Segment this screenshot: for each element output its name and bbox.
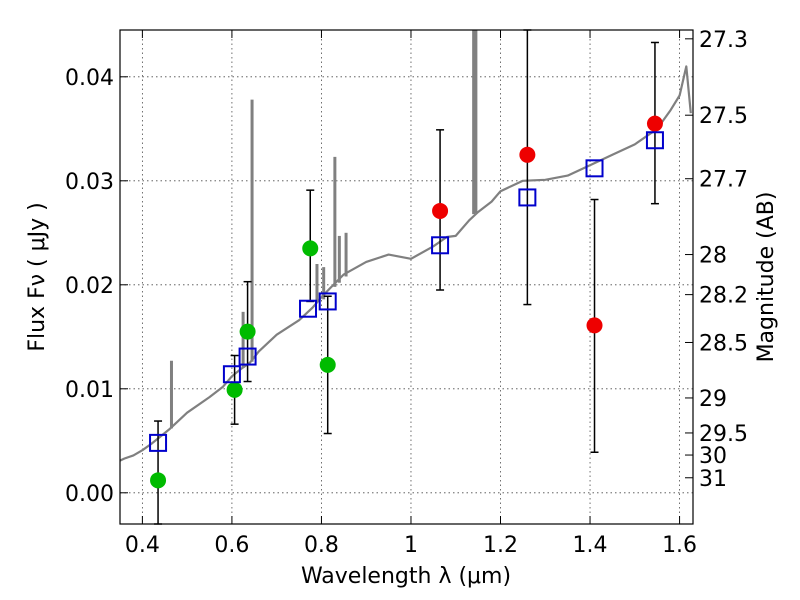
red-point	[586, 317, 603, 334]
y-tick-label: 0.00	[65, 482, 114, 507]
x-axis-ticks: 0.4 0.6 0.8 1 1.2 1.4 1.6	[125, 30, 697, 558]
green-point	[226, 381, 243, 398]
x-tick-label: 1.6	[662, 533, 697, 558]
y-tick-label: 0.02	[65, 274, 114, 299]
model-square-point	[238, 347, 257, 366]
magnitude-tick-label: 30	[699, 444, 727, 469]
green-point	[319, 356, 336, 373]
y-tick-label: 0.01	[65, 378, 114, 403]
magnitude-tick-label: 31	[699, 467, 727, 492]
red-point	[519, 146, 536, 163]
model-square-point	[585, 159, 604, 178]
green-point	[302, 240, 319, 257]
green-point	[150, 472, 167, 489]
model-square-point	[518, 188, 537, 207]
y-axis-title: Flux Fν ( μJy )	[25, 202, 50, 351]
magnitude-tick-label: 28.5	[699, 331, 748, 356]
magnitude-tick-label: 28	[699, 244, 727, 269]
red-point	[646, 115, 663, 132]
model-square-point	[299, 299, 318, 318]
magnitude-tick-label: 28.2	[699, 284, 748, 309]
x-tick-label: 0.4	[125, 533, 160, 558]
magnitude-tick-label: 29.5	[699, 422, 748, 447]
model-square-point	[222, 365, 241, 384]
x-axis-title: Wavelength λ (μm)	[301, 564, 511, 589]
green-point	[239, 323, 256, 340]
y-tick-label: 0.04	[65, 66, 114, 91]
error-bars	[154, 29, 659, 525]
x-tick-label: 1.2	[483, 533, 518, 558]
magnitude-tick-label: 29	[699, 387, 727, 412]
x-tick-label: 0.8	[304, 533, 339, 558]
magnitude-tick-label: 27.5	[699, 104, 748, 129]
magnitude-tick-label: 27.3	[699, 28, 748, 53]
plot-frame	[119, 29, 694, 525]
x-tick-label: 1	[404, 533, 418, 558]
x-tick-label: 1.4	[573, 533, 608, 558]
magnitude-axis-title: Magnitude (AB)	[754, 192, 779, 363]
data-points	[149, 115, 664, 489]
red-point	[432, 202, 449, 219]
model-square-point	[149, 433, 168, 452]
y-axis-ticks: 0.00 0.01 0.02 0.03 0.04	[65, 66, 128, 507]
model-spectrum	[119, 30, 692, 462]
model-square-point	[645, 131, 664, 150]
magnitude-tick-label: 27.7	[699, 168, 748, 193]
model-spectrum-line	[119, 65, 692, 462]
x-tick-label: 0.6	[214, 533, 249, 558]
model-square-point	[318, 292, 337, 311]
y-tick-label: 0.03	[65, 170, 114, 195]
grid-lines	[120, 30, 693, 524]
model-square-point	[431, 236, 450, 255]
